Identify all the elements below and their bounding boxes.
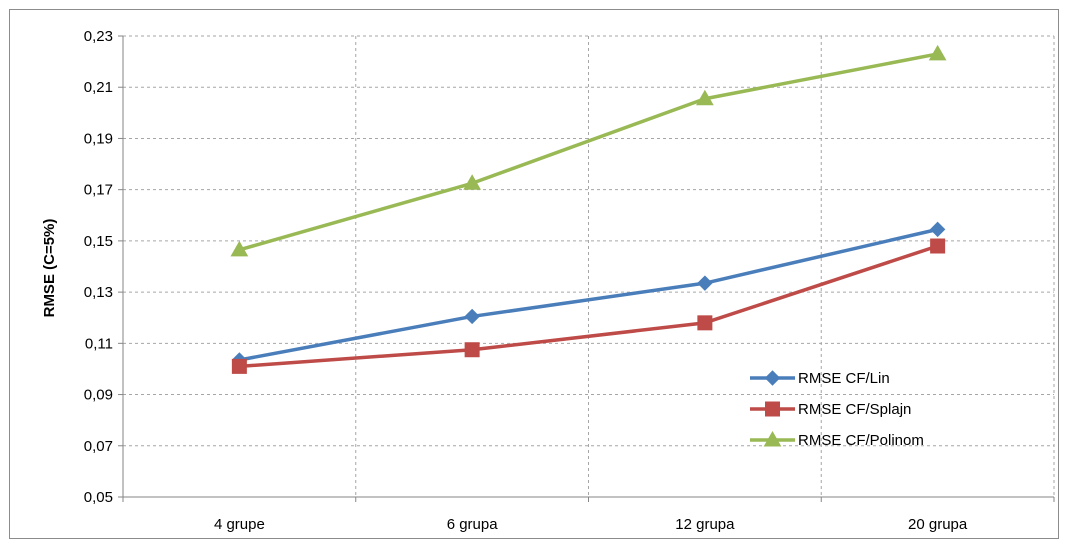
y-tick-label: 0,21 xyxy=(84,79,113,96)
x-tick-label: 6 grupa xyxy=(447,516,499,533)
y-tick-label: 0,09 xyxy=(84,387,113,404)
y-tick-label: 0,11 xyxy=(85,335,113,352)
y-axis-label: RMSE (C=5%) xyxy=(41,219,58,318)
y-tick-label: 0,15 xyxy=(84,233,113,250)
legend-label: RMSE CF/Lin xyxy=(798,370,890,387)
axes xyxy=(118,35,1055,502)
legend-label: RMSE CF/Splajn xyxy=(798,401,911,418)
data-point xyxy=(928,44,947,61)
data-point xyxy=(930,238,946,254)
y-tick-label: 0,05 xyxy=(84,489,113,506)
data-point xyxy=(697,275,713,291)
series-rmse-cf-polinom xyxy=(230,44,947,257)
data-point xyxy=(697,315,713,331)
data-point xyxy=(230,240,249,257)
series-line xyxy=(239,244,939,369)
data-point xyxy=(696,89,714,106)
series-line xyxy=(238,52,938,252)
x-tick-label: 12 grupa xyxy=(675,516,735,533)
legend-marker xyxy=(763,430,782,447)
legend-item: RMSE CF/Splajn xyxy=(750,401,911,418)
y-tick-label: 0,23 xyxy=(84,28,113,45)
legend-item: RMSE CF/Polinom xyxy=(750,430,924,449)
x-tick-label: 4 grupe xyxy=(214,516,265,533)
chart-frame xyxy=(9,9,1059,539)
data-point xyxy=(464,308,480,325)
legend-item: RMSE CF/Lin xyxy=(750,370,890,387)
legend-marker xyxy=(765,401,780,417)
series-rmse-cf-splajn xyxy=(231,238,946,374)
y-tick-label: 0,07 xyxy=(84,438,113,455)
grid-lines xyxy=(123,35,1055,497)
data-point xyxy=(463,174,481,190)
y-tick-labels: 0,05 0,07 0,09 0,11 0,13 0,15 0,17 0,19 0,21 0,23 xyxy=(84,28,113,506)
y-tick-label: 0,17 xyxy=(84,182,113,199)
series-line xyxy=(239,227,939,362)
series-group xyxy=(230,44,947,374)
y-tick-label: 0,13 xyxy=(84,284,113,301)
data-point xyxy=(929,221,946,238)
x-tick-label: 20 grupa xyxy=(908,516,968,533)
data-point xyxy=(464,342,480,358)
legend: RMSE CF/Lin RMSE CF/Splajn RMSE CF/Polinom xyxy=(750,370,924,449)
legend-label: RMSE CF/Polinom xyxy=(798,432,924,449)
x-tick-labels: 4 grupe 6 grupa 12 grupa 20 grupa xyxy=(214,516,968,533)
legend-marker xyxy=(764,370,781,386)
data-point xyxy=(231,358,247,374)
y-tick-label: 0,19 xyxy=(84,130,113,147)
